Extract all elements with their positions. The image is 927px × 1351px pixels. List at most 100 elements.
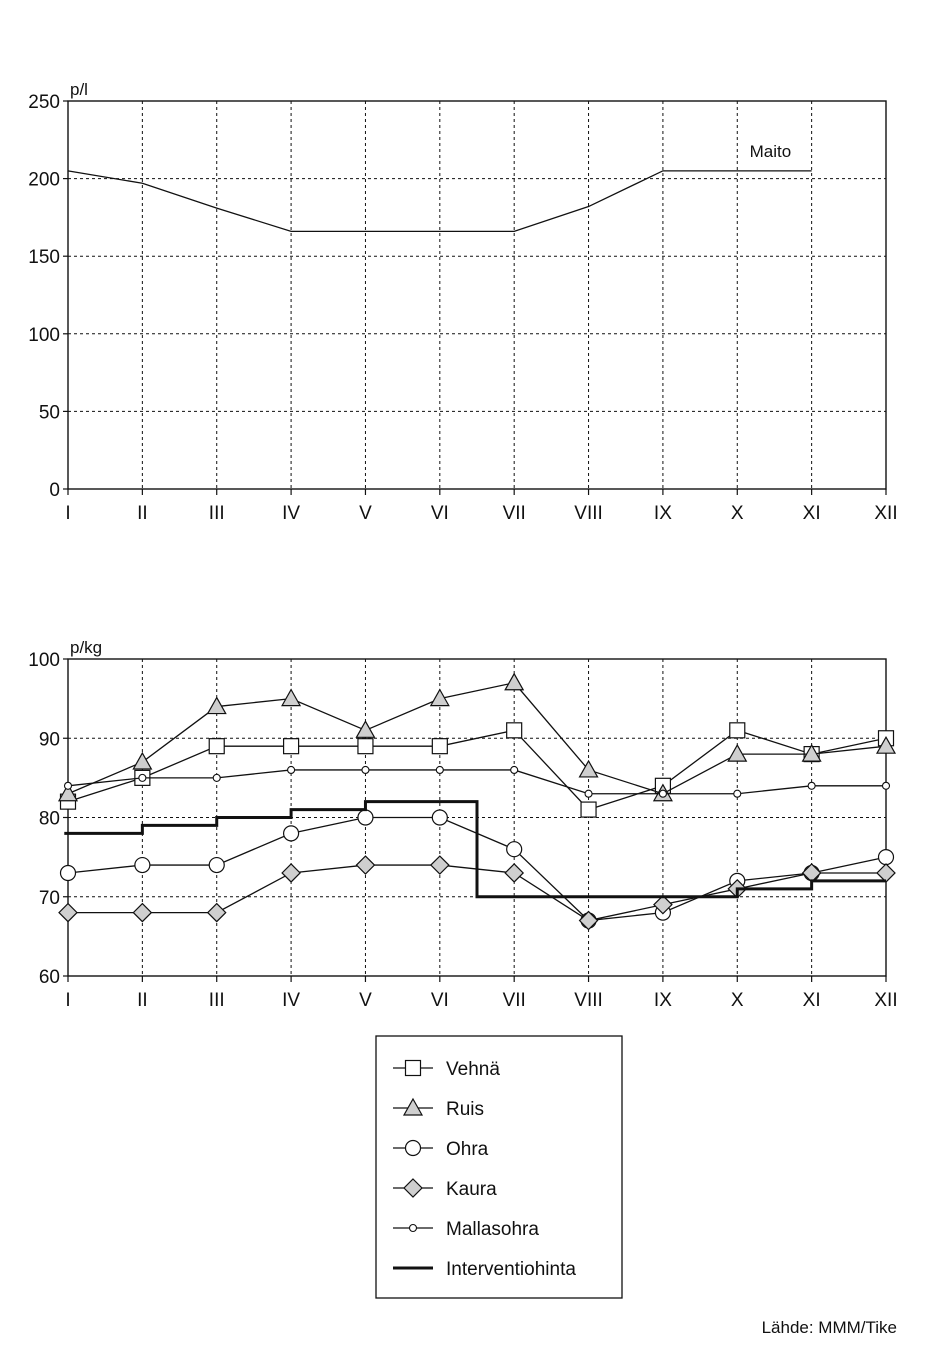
- legend-item-ruis: Ruis: [393, 1097, 484, 1120]
- legend-item-mallasohra: Mallasohra: [393, 1219, 539, 1240]
- data-point-kaura: [58, 902, 78, 923]
- x-tick-label: X: [731, 990, 744, 1011]
- data-point-mallasohra: [733, 789, 742, 798]
- y-tick-label: 0: [49, 480, 60, 501]
- data-point-ruis: [206, 696, 227, 715]
- x-tick-label: VIII: [574, 503, 603, 524]
- x-tick-label: IX: [654, 503, 672, 524]
- legend-item-kaura: Kaura: [393, 1178, 497, 1200]
- data-point-kaura: [355, 855, 376, 875]
- data-point-mallasohra: [881, 781, 891, 790]
- legend-swatch-marker: [408, 1223, 418, 1233]
- y-axis-label: p/l: [70, 80, 88, 99]
- data-point-kaura: [876, 863, 896, 883]
- x-tick-label: VIII: [574, 990, 603, 1011]
- data-point-ohra: [431, 809, 448, 826]
- x-tick-label: II: [137, 503, 148, 524]
- data-point-vehn-: [357, 738, 374, 755]
- data-point-ruis: [57, 783, 79, 802]
- data-point-vehn-: [506, 722, 523, 739]
- x-tick-label: I: [65, 990, 70, 1011]
- x-tick-label: VI: [431, 990, 449, 1011]
- data-point-ohra: [506, 841, 523, 858]
- data-point-mallasohra: [807, 781, 816, 790]
- legend-item-label: Vehnä: [446, 1059, 500, 1080]
- series-line-mallasohra: [67, 769, 886, 795]
- legend-box: [375, 1035, 623, 1299]
- data-point-kaura: [504, 863, 525, 883]
- data-point-mallasohra: [287, 765, 296, 775]
- data-point-kaura: [132, 902, 153, 923]
- y-tick-label: 80: [39, 809, 60, 830]
- series-ruis: [57, 672, 897, 802]
- data-point-ruis: [132, 751, 153, 770]
- data-point-ohra: [357, 809, 374, 826]
- x-tick-label: V: [359, 503, 372, 524]
- legend-item-label: Ohra: [446, 1139, 489, 1160]
- data-point-vehn-: [580, 801, 597, 818]
- legend-swatch-marker: [403, 1178, 423, 1198]
- x-tick-label: IV: [282, 503, 300, 524]
- data-point-kaura: [578, 910, 599, 931]
- data-point-vehn-: [282, 738, 300, 755]
- source-note: Lähde: MMM/Tike: [761, 1318, 897, 1337]
- legend-item-ohra: Ohra: [393, 1139, 489, 1160]
- data-point-ruis: [875, 735, 897, 754]
- data-point-kaura: [653, 894, 673, 915]
- data-point-ohra: [208, 856, 225, 874]
- data-point-ruis: [801, 743, 822, 762]
- data-point-ohra: [877, 849, 895, 866]
- legend-item-interventiohinta: Interventiohinta: [393, 1259, 576, 1280]
- data-point-ruis: [355, 720, 376, 738]
- data-point-kaura: [281, 863, 301, 883]
- x-tick-label: XI: [803, 503, 821, 524]
- data-point-mallasohra: [584, 789, 593, 798]
- chart-legend: Vehnä Ruis Ohra Kaura Mallasohra Interventioh…: [375, 1035, 623, 1299]
- series-line-interventiohinta: [64, 800, 886, 899]
- legend-swatch-marker: [404, 1139, 422, 1157]
- legend-swatch-marker: [402, 1097, 424, 1116]
- data-point-ruis: [578, 759, 599, 778]
- x-tick-label: X: [731, 503, 744, 524]
- x-tick-label: V: [359, 990, 372, 1011]
- x-tick-label: XII: [874, 503, 897, 524]
- x-tick-label: XI: [803, 990, 821, 1011]
- x-tick-label: III: [209, 990, 225, 1011]
- data-point-mallasohra: [361, 765, 370, 775]
- data-point-vehn-: [208, 738, 225, 755]
- data-point-ruis: [727, 743, 748, 762]
- series-interventiohinta: [64, 800, 886, 899]
- y-tick-label: 60: [39, 967, 60, 988]
- legend-item-label: Interventiohinta: [446, 1259, 576, 1280]
- data-point-ohra: [282, 825, 300, 842]
- data-point-kaura: [429, 855, 450, 875]
- data-point-ohra: [134, 856, 151, 874]
- data-point-ruis: [504, 672, 525, 691]
- x-tick-label: I: [65, 503, 70, 524]
- data-point-mallasohra: [510, 765, 519, 775]
- x-tick-label: II: [137, 990, 148, 1011]
- y-tick-label: 70: [39, 888, 60, 909]
- series-line-ruis: [67, 682, 887, 795]
- legend-item-label: Ruis: [446, 1099, 484, 1120]
- y-tick-label: 100: [28, 325, 60, 346]
- data-point-mallasohra: [658, 789, 667, 798]
- series-line-vehn-: [67, 729, 887, 811]
- y-tick-label: 90: [39, 729, 60, 750]
- legend-item-vehn-: Vehnä: [393, 1059, 500, 1080]
- data-point-mallasohra: [212, 773, 221, 782]
- series-label-maito: Maito: [750, 142, 792, 161]
- y-axis-label: p/kg: [70, 638, 102, 657]
- data-point-kaura: [206, 902, 227, 923]
- legend-item-label: Mallasohra: [446, 1219, 539, 1240]
- x-tick-label: VI: [431, 503, 449, 524]
- y-tick-label: 50: [39, 402, 60, 423]
- legend-swatch-marker: [404, 1059, 422, 1077]
- series-maito: [67, 170, 812, 233]
- plot-frame: [67, 100, 887, 490]
- data-point-mallasohra: [435, 765, 444, 775]
- legend-item-label: Kaura: [446, 1179, 497, 1200]
- data-point-vehn-: [431, 738, 448, 755]
